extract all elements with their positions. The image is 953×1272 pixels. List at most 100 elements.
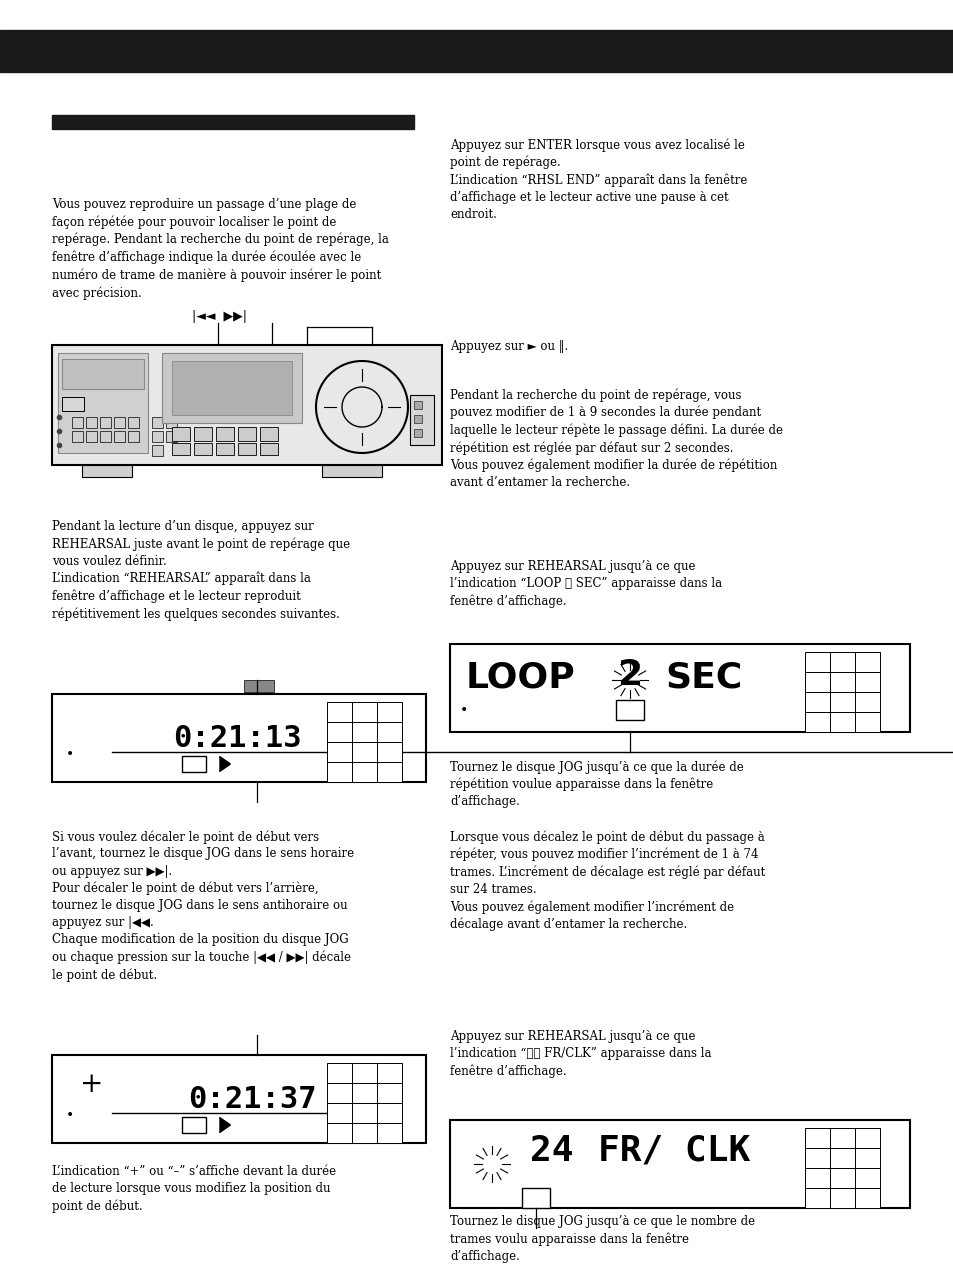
Bar [829,1188,854,1208]
Bar [829,672,854,692]
Bar [327,1082,352,1103]
Bar [352,1082,376,1103]
Bar [414,401,421,410]
Text: Pendant la recherche du point de repérage, vous
pouvez modifier de 1 à 9 seconde: Pendant la recherche du point de repérag… [450,388,782,490]
Bar [376,722,401,742]
Bar [854,1188,879,1208]
Bar [804,1188,829,1208]
Bar [829,1168,854,1188]
Bar [260,443,277,455]
Bar [376,762,401,782]
Text: SEC: SEC [664,660,741,695]
Bar [854,712,879,731]
Bar [215,427,233,441]
Text: 0:21:13: 0:21:13 [172,724,301,753]
Bar [352,1103,376,1123]
Bar [829,1149,854,1168]
Text: Appuyez sur ► ou ‖.: Appuyez sur ► ou ‖. [450,340,568,354]
Bar [237,427,255,441]
Bar [414,429,421,438]
Bar [172,361,292,415]
Bar [172,427,190,441]
Text: L’indication “+” ou “–” s’affiche devant la durée
de lecture lorsque vous modifi: L’indication “+” ou “–” s’affiche devant… [52,1165,335,1212]
Bar [327,742,352,762]
Bar [215,443,233,455]
Bar [82,466,132,477]
Bar [327,702,352,722]
Bar [854,1128,879,1149]
Bar [237,443,255,455]
Bar [62,359,144,389]
Bar [244,681,274,692]
Bar [804,653,829,672]
Bar [152,431,163,441]
Text: 24: 24 [530,1135,573,1168]
Bar [376,742,401,762]
Bar [327,1063,352,1082]
Bar [804,672,829,692]
Bar [172,443,190,455]
Bar [0,31,953,73]
Bar [327,1103,352,1123]
Text: FR/ CLK: FR/ CLK [598,1135,749,1168]
Bar [450,644,909,731]
Bar [152,445,163,455]
Bar [62,397,84,411]
Bar [854,653,879,672]
Bar [376,1063,401,1082]
Bar [327,762,352,782]
Bar [352,762,376,782]
Bar [616,700,643,720]
Bar [829,653,854,672]
Text: Lorsque vous décalez le point de début du passage à
répéter, vous pouvez modifie: Lorsque vous décalez le point de début d… [450,831,764,931]
Bar [327,722,352,742]
Bar [352,1123,376,1144]
Bar [410,396,434,445]
Bar [193,443,212,455]
Bar [804,1168,829,1188]
Bar [71,417,83,427]
Bar [854,672,879,692]
Bar [166,431,177,441]
Bar [854,1149,879,1168]
Bar [352,742,376,762]
Polygon shape [220,757,230,771]
Bar [86,417,97,427]
Bar [52,345,441,466]
Bar [829,692,854,712]
Text: LOOP: LOOP [465,660,576,695]
Bar [52,114,414,128]
Bar [352,702,376,722]
Text: Tournez le disque JOG jusqu’à ce que la durée de
répétition voulue apparaisse da: Tournez le disque JOG jusqu’à ce que la … [450,759,743,808]
Text: Tournez le disque JOG jusqu’à ce que le nombre de
trames voulu apparaisse dans l: Tournez le disque JOG jusqu’à ce que le … [450,1215,755,1263]
Text: 0:21:37: 0:21:37 [188,1085,316,1114]
Bar [829,1128,854,1149]
Bar [128,417,139,427]
Bar [829,712,854,731]
Bar [100,431,111,441]
Bar [113,417,125,427]
Bar [322,466,381,477]
Polygon shape [220,1118,230,1132]
Bar [113,431,125,441]
Text: •: • [66,1109,74,1123]
Text: Si vous voulez décaler le point de début vers
l’avant, tournez le disque JOG dan: Si vous voulez décaler le point de début… [52,831,354,982]
Text: Appuyez sur REHEARSAL jusqu’à ce que
l’indication “✷✷ FR/CLK” apparaisse dans la: Appuyez sur REHEARSAL jusqu’à ce que l’i… [450,1030,711,1077]
Bar [352,1063,376,1082]
Bar [327,1123,352,1144]
Bar [86,431,97,441]
Bar [182,1117,206,1133]
Bar [352,722,376,742]
Bar [193,427,212,441]
Bar [804,692,829,712]
Bar [166,417,177,427]
Bar [804,712,829,731]
Bar [260,427,277,441]
Text: |◄◄  ▶▶|: |◄◄ ▶▶| [193,310,247,323]
Text: Pendant la lecture d’un disque, appuyez sur
REHEARSAL juste avant le point de re: Pendant la lecture d’un disque, appuyez … [52,520,350,621]
Bar [100,417,111,427]
Bar [804,1128,829,1149]
Text: 2: 2 [617,658,642,692]
Bar [376,1103,401,1123]
Text: Appuyez sur ENTER lorsque vous avez localisé le
point de repérage.
L’indication : Appuyez sur ENTER lorsque vous avez loca… [450,137,746,221]
